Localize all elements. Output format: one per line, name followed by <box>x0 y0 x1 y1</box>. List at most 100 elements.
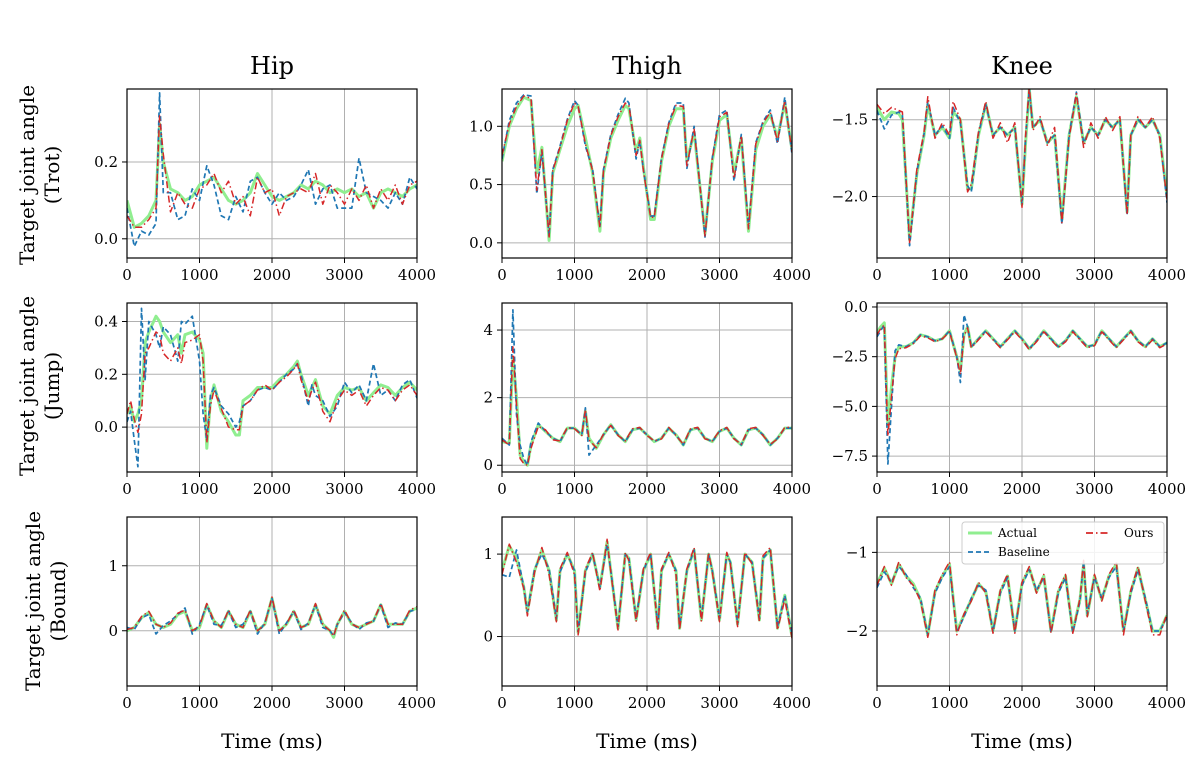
trot-hip-xtick-label-2: 2000 <box>253 266 291 284</box>
jump-knee-xtick-label-1: 1000 <box>930 480 968 498</box>
bound-hip-xtick-label-1: 1000 <box>180 694 218 712</box>
panel-bound-hip: 0 1000 2000 3000 4000 0 1 <box>108 516 436 712</box>
jump-thigh-xtick-label-1: 1000 <box>555 480 593 498</box>
jump-hip-xtick-label-4: 4000 <box>398 480 436 498</box>
jump-hip-ytick-label-0: 0.0 <box>94 418 118 436</box>
jump-hip-ytick-label-2: 0.4 <box>94 312 118 330</box>
trot-knee-xtick-label-3: 3000 <box>1075 266 1113 284</box>
panel-jump-thigh: 0 1000 2000 3000 4000 0 2 4 <box>483 302 811 498</box>
bound-hip-xtick-label-2: 2000 <box>253 694 291 712</box>
trot-thigh-series <box>502 93 792 242</box>
jump-thigh-xtick-label-2: 2000 <box>628 480 666 498</box>
legend-label-baseline: Baseline <box>998 545 1050 559</box>
trot-thigh-ytick-label-0: 0.0 <box>469 234 493 252</box>
trot-knee-series <box>877 89 1167 247</box>
jump-hip-series <box>127 307 417 468</box>
legend-label-ours: Ours <box>1124 526 1153 540</box>
jump-thigh-ytick-label-0: 0 <box>483 456 493 474</box>
trot-knee-xtick-label-0: 0 <box>872 266 882 284</box>
bound-thigh-xtick-label-3: 3000 <box>700 694 738 712</box>
jump-thigh-xtick-label-3: 3000 <box>700 480 738 498</box>
trot-thigh-line-actual <box>502 95 792 242</box>
bound-knee-series <box>877 559 1167 639</box>
bound-knee-ytick-label-1: −1 <box>846 543 868 561</box>
bound-thigh-xtick-label-1: 1000 <box>555 694 593 712</box>
jump-knee-ytick-label-0: −7.5 <box>832 447 868 465</box>
legend-label-actual: Actual <box>997 526 1037 540</box>
trot-thigh-xtick-label-4: 4000 <box>773 266 811 284</box>
jump-thigh-line-baseline <box>502 308 792 467</box>
trot-knee-line-ours <box>877 89 1167 244</box>
bound-hip-xtick-label-3: 3000 <box>325 694 363 712</box>
jump-thigh-line-ours <box>502 346 792 466</box>
bound-hip-xtick-label-0: 0 <box>122 694 132 712</box>
bound-thigh-xtick-label-0: 0 <box>497 694 507 712</box>
column-title-thigh: Thigh <box>612 52 682 80</box>
bound-thigh-ytick-label-1: 1 <box>483 545 493 563</box>
jump-knee-series <box>877 314 1167 465</box>
bound-thigh-ytick-label-0: 0 <box>483 628 493 646</box>
column-title-hip: Hip <box>250 52 294 80</box>
jump-knee-ytick-label-1: −5.0 <box>832 397 868 415</box>
bound-knee-xtick-label-1: 1000 <box>930 694 968 712</box>
row-label-trot: Target joint angle (Trot) <box>15 85 64 265</box>
trot-hip-xtick-label-0: 0 <box>122 266 132 284</box>
panel-bound-knee: 0 1000 2000 3000 4000 −2 −1 <box>846 516 1186 712</box>
trot-thigh-ytick-label-1: 0.5 <box>469 176 493 194</box>
trot-hip-ytick-label-1: 0.2 <box>94 153 118 171</box>
legend-frame <box>961 521 1165 565</box>
jump-knee-xtick-label-0: 0 <box>872 480 882 498</box>
bound-thigh-xtick-label-4: 4000 <box>773 694 811 712</box>
row-label-bound: Target joint angle (Bound) <box>21 511 70 691</box>
bound-hip-line-ours <box>127 596 417 637</box>
jump-thigh-series <box>502 308 792 467</box>
trot-knee-xtick-label-1: 1000 <box>930 266 968 284</box>
bound-thigh-series <box>502 538 792 639</box>
trot-thigh-xtick-label-1: 1000 <box>555 266 593 284</box>
panel-trot-hip: 0 1000 2000 3000 4000 0.0 0.2 <box>94 88 436 284</box>
bound-knee-xtick-label-0: 0 <box>872 694 882 712</box>
panel-trot-knee: 0 1000 2000 3000 4000 −2.0 −1.5 <box>832 88 1186 284</box>
xlabel-thigh: Time (ms) <box>596 729 698 753</box>
bound-hip-ytick-label-1: 1 <box>108 557 118 575</box>
bound-knee-xtick-label-2: 2000 <box>1003 694 1041 712</box>
trot-knee-ytick-label-1: −1.5 <box>832 111 868 129</box>
trot-hip-xtick-label-3: 3000 <box>325 266 363 284</box>
trot-hip-series <box>127 91 417 248</box>
row-labels: Target joint angle (Trot) Target joint a… <box>15 85 70 691</box>
row-label-jump-line2: (Jump) <box>40 352 64 420</box>
x-axis-labels: Time (ms) Time (ms) Time (ms) <box>221 729 1073 753</box>
row-label-bound-line2: (Bound) <box>46 561 70 642</box>
jump-thigh-ytick-label-2: 4 <box>483 321 493 339</box>
panel-jump-knee: 0 1000 2000 3000 4000 −7.5 −5.0 −2.5 0.0 <box>832 298 1187 498</box>
jump-hip-xtick-label-0: 0 <box>122 480 132 498</box>
trot-knee-xtick-label-4: 4000 <box>1148 266 1186 284</box>
jump-hip-xtick-label-1: 1000 <box>180 480 218 498</box>
bound-knee-ytick-label-0: −2 <box>846 622 868 640</box>
jump-knee-ytick-label-2: −2.5 <box>832 348 868 366</box>
bound-hip-ytick-label-0: 0 <box>108 622 118 640</box>
jump-knee-ytick-label-3: 0.0 <box>844 298 868 316</box>
bound-knee-xtick-label-4: 4000 <box>1148 694 1186 712</box>
trot-thigh-xtick-label-0: 0 <box>497 266 507 284</box>
trot-knee-xtick-label-2: 2000 <box>1003 266 1041 284</box>
trot-hip-xtick-label-1: 1000 <box>180 266 218 284</box>
jump-knee-line-ours <box>877 324 1167 437</box>
jump-knee-xtick-label-3: 3000 <box>1075 480 1113 498</box>
jump-hip-xtick-label-2: 2000 <box>253 480 291 498</box>
jump-hip-xtick-label-3: 3000 <box>325 480 363 498</box>
panel-jump-hip: 0 1000 2000 3000 4000 0.0 0.2 0.4 <box>94 302 436 498</box>
bound-thigh-xtick-label-2: 2000 <box>628 694 666 712</box>
trot-hip-line-baseline <box>127 91 417 248</box>
row-label-trot-line2: (Trot) <box>40 146 64 205</box>
column-titles: Hip Thigh Knee <box>250 52 1053 80</box>
bound-hip-series <box>127 596 417 639</box>
row-label-bound-line1: Target joint angle <box>21 511 45 691</box>
trot-hip-line-ours <box>127 115 417 229</box>
bound-hip-xtick-label-4: 4000 <box>398 694 436 712</box>
jump-hip-line-ours <box>127 331 417 444</box>
row-label-trot-line1: Target joint angle <box>15 85 39 265</box>
trot-knee-ytick-label-0: −2.0 <box>832 188 868 206</box>
xlabel-knee: Time (ms) <box>971 729 1073 753</box>
